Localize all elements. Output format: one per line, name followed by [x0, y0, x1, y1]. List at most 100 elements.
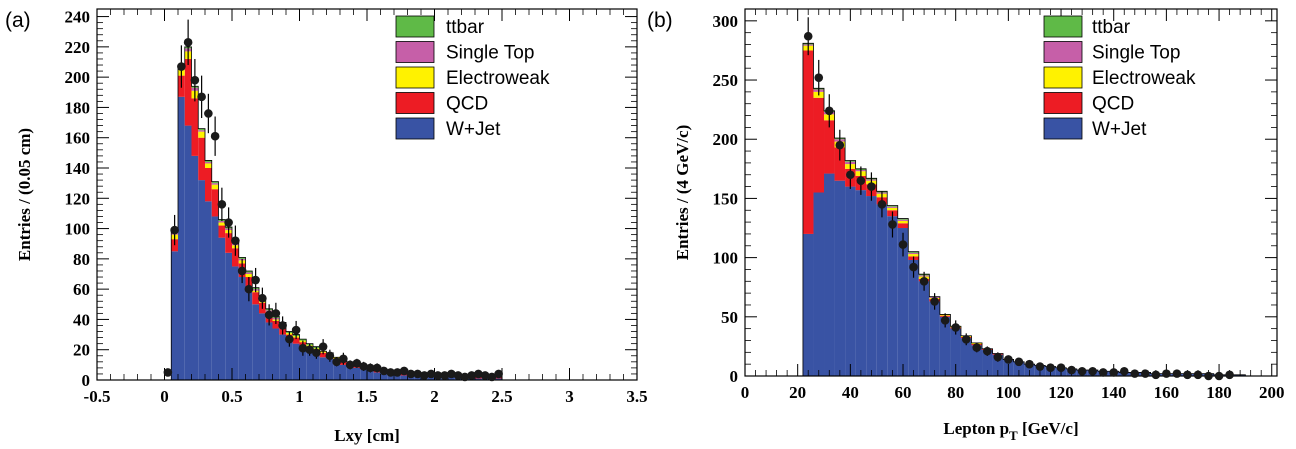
series-w-jet: [802, 173, 1246, 376]
data-point: [453, 371, 463, 380]
x-tick-label: 1: [295, 387, 304, 406]
x-tick-label: 120: [1048, 383, 1074, 402]
data-point: [1225, 370, 1234, 380]
data-point: [1172, 369, 1182, 378]
histogram-bar: [887, 216, 898, 376]
y-tick-label: 20: [73, 341, 90, 360]
histogram-bar: [205, 201, 212, 380]
histogram-bar: [292, 337, 300, 344]
y-axis-title: Entries / (4 GeV/c): [673, 125, 692, 261]
histogram-bar: [252, 304, 259, 380]
data-point: [352, 359, 362, 368]
data-point: [237, 266, 247, 276]
histogram-bar: [845, 186, 856, 376]
histogram-bar: [184, 125, 192, 380]
legend: ttbar Single Top Electroweak QCD W+Jet: [395, 15, 550, 140]
histogram-bar: [272, 320, 280, 329]
data-point: [1214, 371, 1224, 381]
histogram-bar: [292, 343, 300, 380]
data-point: [359, 362, 368, 371]
legend-label: QCD: [1092, 94, 1134, 115]
data-point: [867, 182, 876, 191]
y-tick-label: 150: [713, 189, 739, 208]
data-point: [440, 371, 449, 380]
histogram-bar: [373, 372, 381, 380]
data-point: [480, 371, 490, 380]
data-point: [325, 351, 335, 361]
histogram-bar: [360, 369, 367, 380]
data-point: [433, 371, 443, 380]
panel-label: (a): [5, 9, 31, 32]
data-point: [856, 176, 866, 185]
y-tick-label: 50: [721, 308, 738, 327]
histogram-bar: [279, 334, 286, 380]
histogram-bar: [286, 340, 293, 380]
histogram-bar: [971, 345, 983, 376]
data-point: [1204, 371, 1213, 381]
data-point: [1193, 370, 1203, 380]
x-tick-label: 2.5: [491, 387, 512, 406]
histogram-bar: [802, 50, 814, 234]
data-point: [298, 343, 308, 353]
x-tick-label: 100: [996, 383, 1022, 402]
histogram-bar: [367, 370, 374, 380]
histogram-bar: [897, 219, 909, 221]
histogram-bar: [939, 316, 951, 376]
histogram-bar: [299, 348, 307, 380]
x-axis-title-unit: [GeV/c]: [1018, 419, 1079, 438]
legend-swatch: [395, 15, 435, 38]
histogram-bar: [908, 254, 919, 257]
data-point: [170, 225, 179, 235]
x-tick-label: 0.5: [221, 387, 242, 406]
x-tick-label: 1.5: [356, 387, 377, 406]
data-point: [278, 321, 287, 330]
histogram-bar: [887, 207, 898, 211]
data-point: [1130, 369, 1140, 378]
legend-label: W+Jet: [446, 119, 501, 140]
panel-a: (a)020406080100120140160180200220240-0.5…: [5, 8, 648, 445]
data-point: [332, 357, 341, 367]
x-tick-label: 200: [1259, 383, 1285, 402]
legend-swatch: [395, 92, 435, 114]
x-tick-label: 0: [160, 387, 169, 406]
histogram-bar: [908, 252, 919, 255]
histogram-bar: [306, 351, 313, 380]
histogram-bar: [198, 137, 205, 181]
histogram-bar: [876, 204, 888, 376]
data-point: [1109, 368, 1119, 377]
x-tick-label: -0.5: [84, 387, 111, 406]
histogram-bar: [252, 292, 259, 305]
x-tick-label: 3: [565, 387, 574, 406]
data-point: [909, 262, 918, 272]
histogram-bar: [897, 220, 909, 224]
histogram-bar: [326, 358, 334, 380]
legend-swatch: [1043, 15, 1083, 38]
data-point: [426, 369, 436, 379]
histogram-bar: [929, 301, 940, 376]
data-point: [231, 236, 240, 245]
histogram-bar: [211, 189, 219, 217]
histogram-bar: [245, 272, 253, 274]
y-tick-label: 0: [82, 371, 91, 390]
histogram-bar: [346, 366, 354, 380]
histogram-bar: [824, 120, 835, 174]
histogram-bar: [205, 161, 212, 164]
histogram-bar: [211, 216, 219, 380]
data-points: [163, 19, 503, 382]
legend-label: QCD: [446, 94, 488, 115]
histogram-bar: [198, 180, 205, 380]
y-tick-label: 40: [73, 310, 90, 329]
data-point: [366, 363, 375, 373]
legend-swatch: [395, 41, 435, 63]
data-point: [399, 366, 409, 376]
y-tick-label: 200: [713, 130, 739, 149]
x-axis-title-main: Lepton p: [943, 419, 1009, 438]
data-point: [318, 342, 328, 351]
data-point: [474, 369, 483, 379]
data-point: [494, 369, 503, 379]
histogram-bar: [205, 168, 212, 202]
histogram-bar: [198, 130, 205, 132]
data-point: [814, 73, 824, 82]
data-point: [1151, 370, 1161, 380]
data-point: [258, 293, 267, 303]
